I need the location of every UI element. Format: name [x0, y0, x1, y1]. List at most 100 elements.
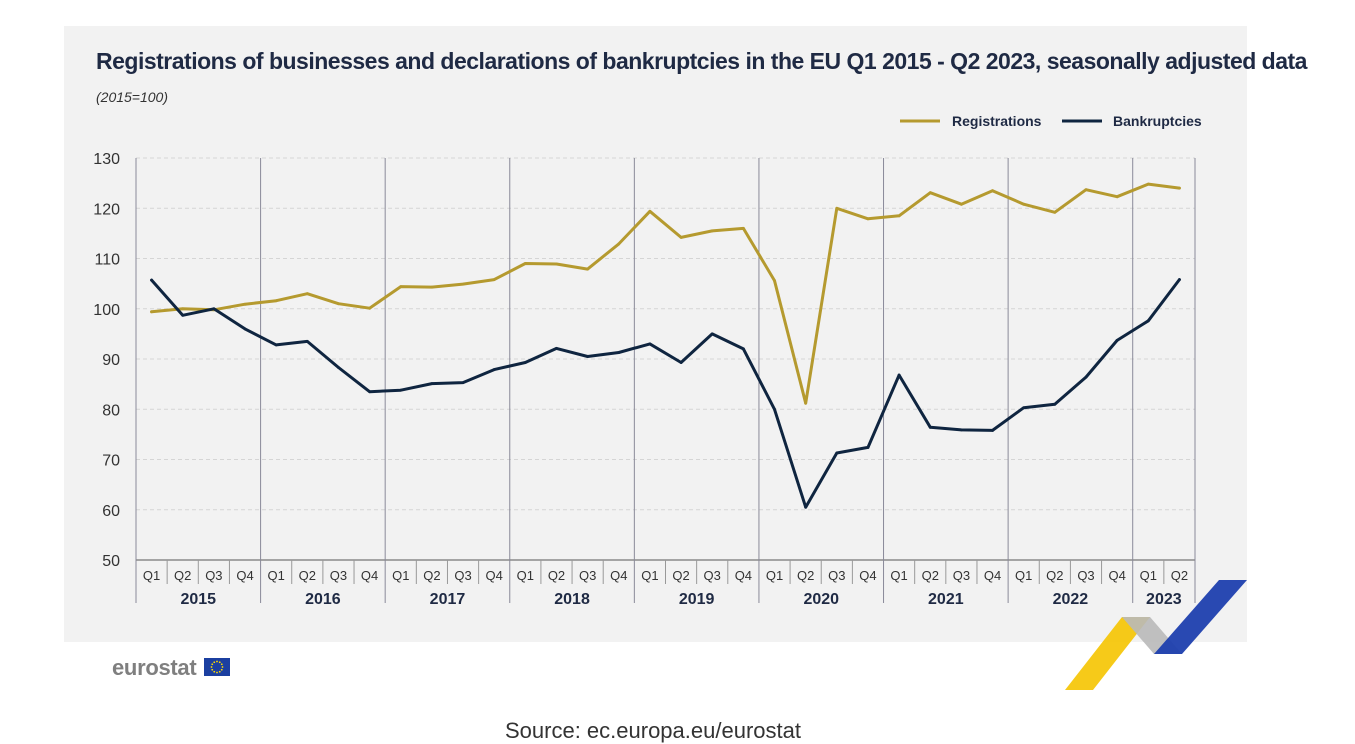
data-point-registrations — [555, 262, 558, 266]
flag-star — [213, 670, 216, 673]
flag-star — [219, 670, 221, 673]
x-tick-label: Q4 — [610, 568, 627, 583]
x-tick-label: Q1 — [1140, 568, 1157, 583]
data-point-registrations — [337, 302, 340, 306]
y-tick-label: 70 — [102, 453, 120, 470]
gridlines — [136, 157, 1195, 511]
data-point-bankruptcies — [866, 446, 870, 449]
x-tick-label: Q3 — [579, 568, 596, 583]
y-tick-label: 80 — [102, 402, 120, 419]
flag-star — [216, 671, 219, 674]
data-point-registrations — [492, 278, 496, 282]
x-tick-label: Q1 — [1015, 568, 1032, 583]
series-line-bankruptcies — [150, 278, 1181, 509]
data-point-registrations — [1084, 188, 1088, 192]
year-label: 2020 — [803, 591, 839, 608]
data-point-registrations — [1115, 195, 1119, 199]
data-point-bankruptcies — [1146, 319, 1150, 323]
year-label: 2023 — [1146, 591, 1182, 608]
data-point-registrations — [1022, 202, 1026, 206]
x-tick-label: Q4 — [735, 568, 752, 583]
chart-subtitle: (2015=100) — [96, 89, 169, 105]
year-label: 2016 — [305, 591, 341, 608]
x-tick-label: Q2 — [672, 568, 689, 583]
data-point-bankruptcies — [1178, 278, 1181, 282]
data-point-registrations — [181, 307, 185, 311]
data-point-bankruptcies — [461, 381, 465, 385]
data-point-registrations — [243, 302, 247, 306]
x-tick-label: Q4 — [486, 568, 503, 583]
data-point-bankruptcies — [679, 361, 683, 364]
data-point-bankruptcies — [150, 278, 153, 282]
data-point-registrations — [586, 267, 590, 271]
data-point-registrations — [835, 206, 839, 210]
data-point-bankruptcies — [710, 332, 714, 336]
legend-label: Registrations — [952, 113, 1042, 129]
axes: 50 60 70 80 90 100 110 120 130 Q1 Q2 Q3 Q4 Q1 Q2 Q3 Q4 Q1… — [93, 151, 1196, 608]
data-point-registrations — [710, 229, 714, 233]
data-point-registrations — [866, 217, 870, 221]
flag-star — [211, 668, 214, 671]
x-tick-label: Q4 — [236, 568, 253, 583]
x-tick-label: Q2 — [174, 568, 191, 583]
data-point-bankruptcies — [773, 407, 776, 411]
x-tick-label: Q2 — [423, 568, 440, 583]
x-tick-label: Q1 — [392, 568, 409, 583]
y-tick-label: 60 — [102, 503, 120, 520]
data-point-registrations — [741, 226, 745, 230]
x-tick-label: Q3 — [953, 568, 970, 583]
data-point-bankruptcies — [1022, 406, 1026, 410]
data-point-bankruptcies — [305, 340, 309, 343]
data-point-bankruptcies — [648, 342, 652, 346]
data-point-registrations — [1053, 210, 1057, 214]
data-point-bankruptcies — [1053, 402, 1057, 406]
y-tick-label: 90 — [102, 352, 120, 369]
x-tick-label: Q1 — [890, 568, 907, 583]
data-point-registrations — [1178, 186, 1181, 190]
data-point-registrations — [1146, 182, 1150, 186]
eu-flag-icon — [204, 658, 231, 676]
x-tick-label: Q2 — [1046, 568, 1063, 583]
x-tick-label: Q4 — [984, 568, 1001, 583]
x-tick-label: Q2 — [797, 568, 814, 583]
y-tick-label: 120 — [93, 201, 120, 218]
decorative-chevrons — [1065, 580, 1247, 690]
source-footer: Source: ec.europa.eu/eurostat — [505, 718, 801, 743]
x-tick-label: Q1 — [517, 568, 534, 583]
data-point-registrations — [461, 282, 465, 286]
flag-star — [221, 666, 224, 668]
x-tick-label: Q4 — [859, 568, 876, 583]
data-point-bankruptcies — [1084, 375, 1088, 379]
year-label: 2019 — [679, 591, 715, 608]
data-point-registrations — [959, 202, 963, 206]
data-point-bankruptcies — [368, 390, 372, 394]
legend-label: Bankruptcies — [1113, 113, 1202, 129]
data-point-registrations — [773, 279, 776, 283]
x-tick-label: Q3 — [704, 568, 721, 583]
data-point-bankruptcies — [337, 366, 340, 369]
data-point-registrations — [617, 242, 621, 246]
eurostat-logo: eurostat — [112, 655, 231, 681]
data-point-bankruptcies — [835, 451, 839, 455]
data-point-registrations — [928, 191, 932, 195]
data-point-registrations — [150, 310, 153, 314]
flag-star — [211, 663, 214, 666]
flag-star — [221, 663, 223, 666]
data-point-bankruptcies — [212, 307, 216, 311]
blue-chevron-shape — [1154, 580, 1247, 654]
x-tick-label: Q3 — [330, 568, 347, 583]
data-point-registrations — [368, 306, 372, 310]
x-tick-label: Q1 — [143, 568, 160, 583]
data-point-bankruptcies — [741, 347, 745, 351]
series-line-registrations — [150, 182, 1181, 405]
x-tick-label: Q3 — [828, 568, 845, 583]
data-point-registrations — [399, 285, 403, 289]
data-point-bankruptcies — [430, 382, 434, 386]
year-label: 2017 — [430, 591, 466, 608]
data-point-bankruptcies — [555, 347, 558, 350]
x-tick-label: Q2 — [922, 568, 939, 583]
data-point-registrations — [274, 299, 278, 303]
flag-star — [210, 666, 213, 668]
data-point-bankruptcies — [804, 505, 808, 509]
x-tick-label: Q4 — [361, 568, 378, 583]
